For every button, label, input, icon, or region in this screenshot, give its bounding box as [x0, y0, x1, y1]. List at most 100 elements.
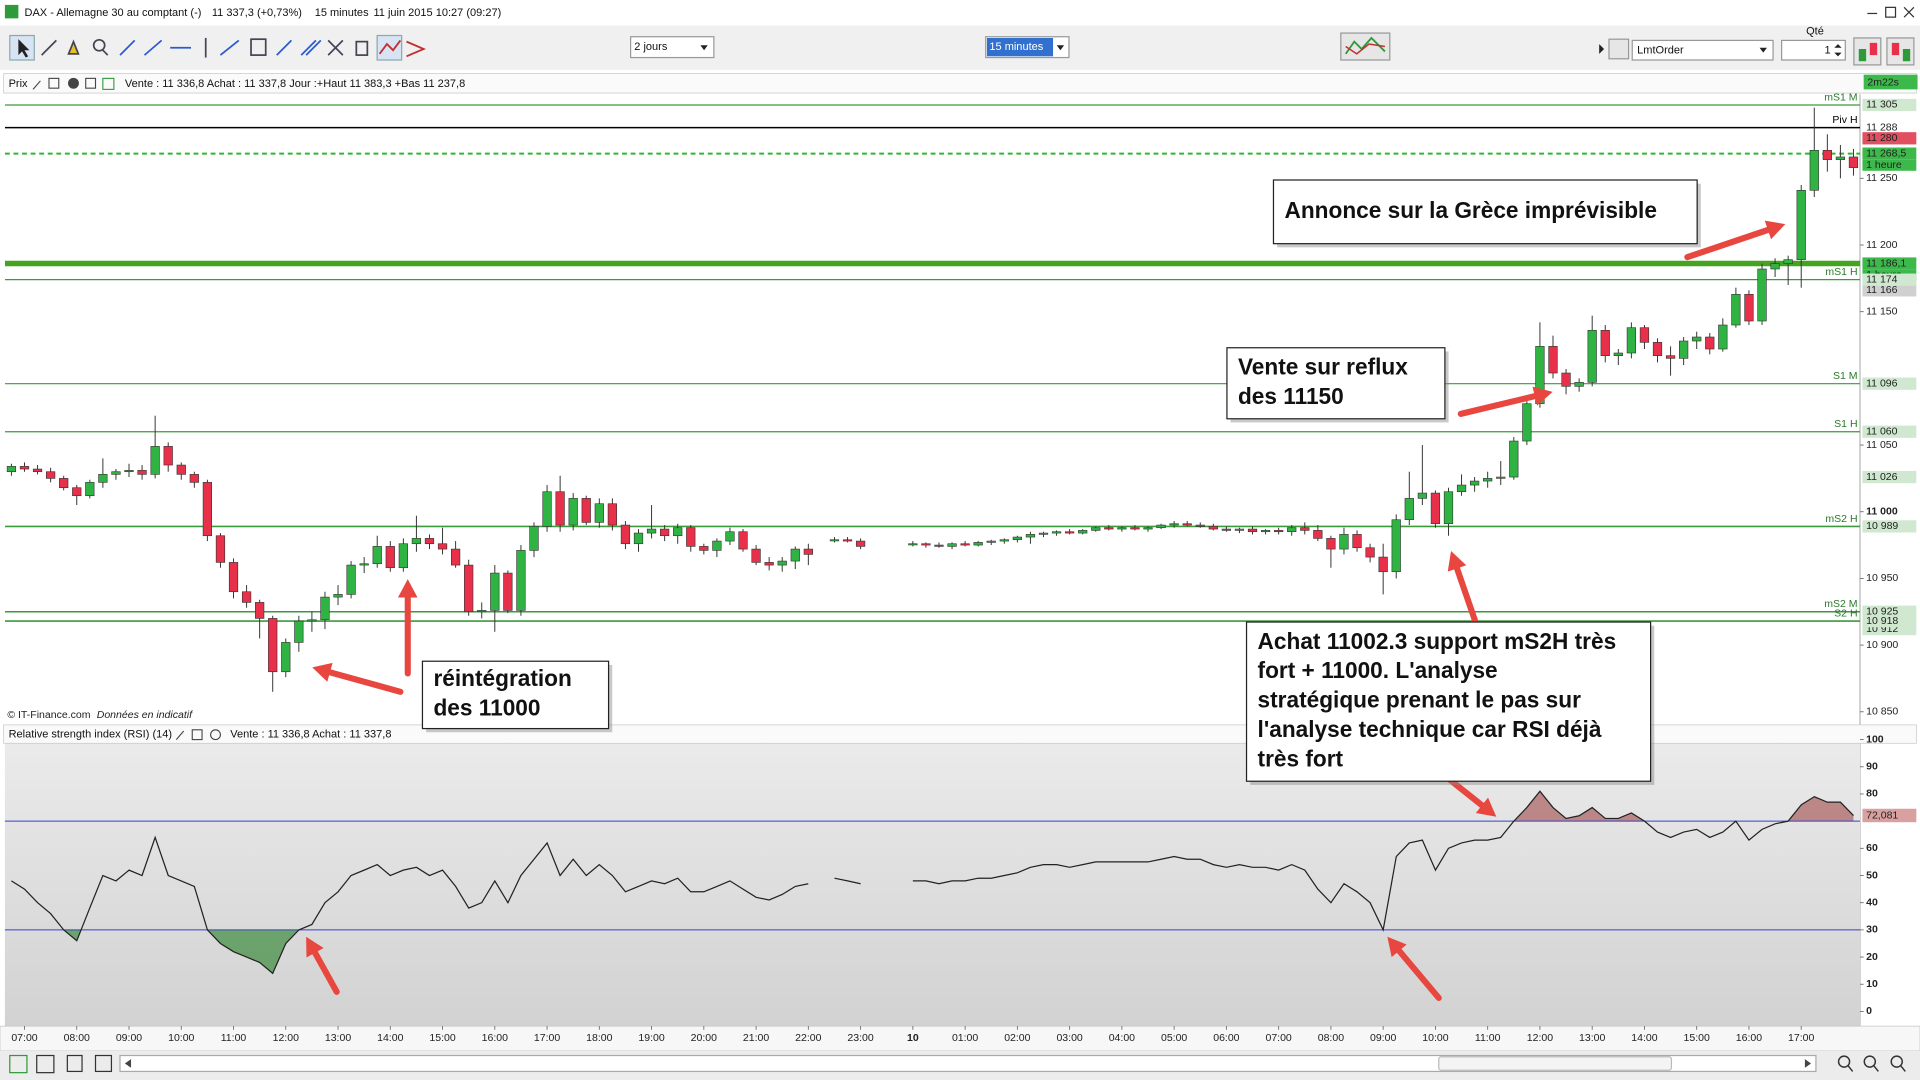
- level-label: 11 268,5: [1866, 147, 1906, 159]
- candle-body: [1221, 528, 1232, 531]
- candle-body: [6, 466, 17, 473]
- candle-body: [1561, 372, 1571, 387]
- last-value-box: [1862, 808, 1917, 823]
- buy-sell-buttons[interactable]: [1853, 37, 1915, 66]
- x-tick-label: 21:00: [743, 1032, 769, 1044]
- candle-body: [1496, 476, 1506, 479]
- zoom-tools[interactable]: [1837, 1055, 1906, 1072]
- rsi-panel-quote: Vente : 11 336,8 Achat : 11 337,8: [230, 729, 391, 741]
- x-tick-label: 04:00: [1109, 1032, 1135, 1044]
- scrollbar[interactable]: [119, 1054, 1817, 1073]
- drawing-tools[interactable]: [9, 34, 427, 61]
- period-select[interactable]: [630, 36, 715, 59]
- window-buttons[interactable]: [1867, 6, 1915, 18]
- chart-style-button[interactable]: [1340, 32, 1391, 61]
- interval-select[interactable]: [985, 36, 1070, 59]
- panel-header-icons[interactable]: [32, 77, 115, 90]
- candle-body: [137, 470, 147, 475]
- candle-body: [385, 546, 395, 569]
- candle-body: [477, 610, 487, 613]
- candle-body: [1705, 336, 1715, 350]
- candle-body: [855, 540, 866, 547]
- candle-body: [660, 528, 670, 537]
- window-timeframe: 15 minutes: [315, 7, 369, 19]
- y-tick-label: 11 000: [1866, 506, 1898, 518]
- price-axis: 11 250 11 200 11 150 11 050 11 000 10 950 10 9…: [1824, 74, 1918, 718]
- time-axis: [0, 1025, 1920, 1051]
- candle-body: [1665, 355, 1676, 359]
- x-tick-label: 23:00: [847, 1032, 873, 1044]
- candle-body: [529, 526, 539, 551]
- candle-body: [268, 618, 278, 673]
- y-tick-label: 11 150: [1866, 305, 1898, 317]
- candle-body: [215, 535, 226, 563]
- level-label: 11 305: [1866, 99, 1898, 111]
- candle-body: [960, 543, 970, 546]
- candle-body: [1574, 382, 1584, 387]
- qty-spinner[interactable]: [1781, 39, 1846, 61]
- candle-body: [568, 498, 578, 526]
- level-label: 11 186,1: [1866, 257, 1906, 269]
- y-tick-label: 11 250: [1866, 172, 1898, 184]
- candle-body: [1548, 346, 1558, 374]
- x-tick-label: 09:00: [1370, 1032, 1396, 1044]
- annotations: Annonce sur la Grèce imprévisible Vente s…: [306, 179, 1786, 1002]
- candle-body: [725, 531, 735, 542]
- candle-body: [202, 482, 213, 537]
- candle-body: [46, 471, 56, 479]
- candle-body: [1352, 534, 1362, 549]
- x-tick-label: 03:00: [1056, 1032, 1082, 1044]
- rsi-header-icons[interactable]: [175, 729, 221, 741]
- level-label: 10 918: [1866, 615, 1898, 627]
- source: © IT-Finance.com: [7, 709, 90, 721]
- level-label: 11 288: [1866, 121, 1898, 133]
- level-name: S1 M: [1833, 370, 1858, 382]
- arrow-head: [312, 662, 333, 682]
- y-tick-label: 40: [1866, 896, 1878, 908]
- candle-body: [751, 548, 761, 563]
- candle-body: [1365, 547, 1375, 558]
- candle-body: [1822, 149, 1832, 160]
- candle-body: [1679, 340, 1689, 359]
- candle-body: [1731, 294, 1741, 326]
- candle-body: [1169, 523, 1179, 526]
- x-tick-label: 10:00: [1422, 1032, 1448, 1044]
- x-tick-label: 20:00: [691, 1032, 717, 1044]
- candle-body: [1078, 530, 1088, 534]
- arrow-head: [1447, 551, 1467, 572]
- level-box: [1862, 520, 1917, 533]
- candle-body: [450, 548, 461, 566]
- candle-body: [398, 543, 408, 569]
- order-tools[interactable]: [1608, 38, 1630, 60]
- candle-body: [424, 538, 435, 545]
- candle-body: [555, 491, 565, 526]
- level-label: 11 096: [1866, 377, 1898, 389]
- y-tick-label: 30: [1866, 924, 1878, 936]
- level-sublabel: 1 heure: [1866, 159, 1902, 171]
- panel-arrow[interactable]: [1599, 44, 1605, 54]
- candle-body: [764, 562, 774, 566]
- candle-body: [111, 471, 121, 475]
- candle-body: [1300, 527, 1310, 531]
- x-tick-label: 12:00: [273, 1032, 299, 1044]
- candle-body: [255, 602, 265, 619]
- price-mark-box: [1862, 470, 1917, 484]
- level-box: [1862, 257, 1917, 270]
- level-label: 11 060: [1866, 425, 1898, 437]
- app-icon: [4, 4, 19, 19]
- bottom-tools[interactable]: [9, 1054, 113, 1074]
- candle-body: [1274, 530, 1284, 533]
- period-value: 2 jours: [634, 41, 668, 53]
- y-tick-label: 10 950: [1866, 572, 1898, 584]
- annotation-text: des 11000: [433, 695, 540, 721]
- level-label: 10 989: [1866, 520, 1898, 532]
- candle-body: [921, 543, 931, 546]
- x-tick-label: 01:00: [952, 1032, 978, 1044]
- candle-body: [1509, 440, 1519, 478]
- arrow-shaft: [311, 949, 340, 995]
- order-type-select[interactable]: [1631, 39, 1774, 61]
- price-panel-title: Prix: [9, 78, 28, 90]
- level-box: [1862, 425, 1917, 438]
